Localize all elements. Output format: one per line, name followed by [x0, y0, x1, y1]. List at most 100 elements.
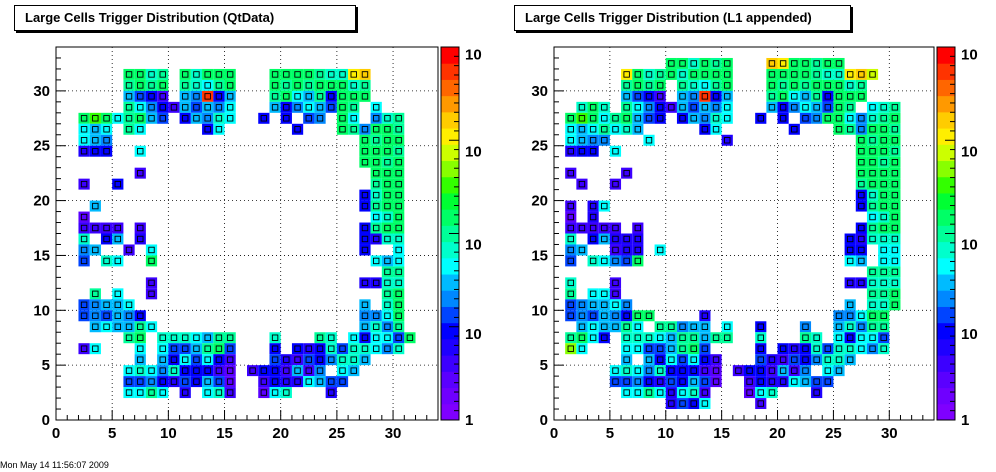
heatmap-cell-box [656, 356, 664, 363]
heatmap-cell [291, 68, 304, 80]
heatmap-cell [878, 112, 890, 124]
palette-segment [937, 63, 955, 80]
heatmap-cell-box [567, 148, 574, 155]
heatmap-cell-box [384, 334, 391, 341]
heatmap-cell-box [137, 224, 144, 232]
heatmap-cell-box [215, 82, 223, 89]
heatmap-cell [381, 112, 394, 124]
heatmap-cell [565, 112, 577, 124]
heatmap-cell [314, 79, 326, 91]
heatmap-cell-box [779, 356, 787, 363]
heatmap-cell-box [679, 104, 686, 111]
heatmap-cell [866, 112, 879, 124]
heatmap-cell [833, 365, 845, 377]
heatmap-cell [89, 310, 101, 322]
heatmap-cell [643, 68, 655, 80]
heatmap-cell [598, 123, 610, 135]
heatmap-cell-box [578, 312, 586, 319]
heatmap-cell-box [712, 82, 720, 89]
heatmap-cell [134, 233, 146, 245]
heatmap-cell-box [283, 71, 290, 78]
heatmap-cell [609, 299, 622, 311]
heatmap-cell-box [589, 213, 597, 221]
heatmap-cell-box [395, 158, 402, 166]
heatmap-cell-box [373, 126, 380, 133]
heatmap-cell-box [125, 246, 133, 254]
heatmap-cell [303, 354, 315, 366]
heatmap-cell-box [260, 389, 268, 396]
heatmap-cell [134, 68, 146, 80]
heatmap-cell [643, 90, 655, 102]
palette-segment [937, 257, 955, 275]
heatmap-cell-box [148, 279, 155, 287]
heatmap-cell [833, 310, 845, 322]
heatmap-cell-box [869, 202, 876, 210]
heatmap-cell-box [361, 301, 369, 309]
heatmap-cell [565, 123, 577, 135]
heatmap-cell-box [869, 158, 876, 166]
heatmap-cell-box [791, 345, 798, 352]
heatmap-cell [123, 310, 135, 322]
heatmap-cell [168, 365, 180, 377]
heatmap-cell-box [125, 312, 133, 319]
heatmap-cell-box [125, 71, 133, 78]
heatmap-cell-box [316, 71, 324, 78]
heatmap-cell-box [373, 235, 380, 243]
heatmap-cell-box [271, 334, 279, 341]
heatmap-cell-box [668, 378, 675, 385]
heatmap-cell [788, 365, 800, 377]
heatmap-cell [280, 354, 292, 366]
heatmap-cell [855, 178, 867, 190]
heatmap-cell [348, 90, 360, 102]
heatmap-cell-box [260, 378, 268, 385]
palette-segment [937, 338, 955, 356]
heatmap-cell-box [802, 93, 809, 100]
heatmap-cell [788, 79, 800, 91]
heatmap-cell-box [204, 82, 211, 89]
heatmap-cell [348, 343, 360, 355]
heatmap-cell [291, 123, 304, 135]
heatmap-cell-box [589, 202, 597, 210]
heatmap-cell-box [701, 356, 709, 363]
heatmap-cell-box [578, 104, 586, 111]
heatmap-cell [654, 354, 666, 366]
heatmap-cell-box [757, 345, 764, 352]
heatmap-cell-box [623, 345, 630, 352]
heatmap-cell [78, 134, 90, 146]
heatmap-cell [811, 68, 823, 80]
heatmap-cell-box [880, 235, 887, 243]
heatmap-cell-box [712, 104, 720, 111]
heatmap-cell-box [384, 213, 391, 221]
heatmap-cell [303, 101, 315, 113]
heatmap-cell-box [395, 301, 402, 309]
heatmap-cell [325, 68, 337, 80]
heatmap-cell [325, 101, 337, 113]
heatmap-cell-box [791, 367, 798, 374]
heatmap-cell [370, 343, 382, 355]
heatmap-cell-box [114, 312, 121, 319]
heatmap-cell-box [350, 345, 357, 352]
heatmap-cell-box [204, 367, 211, 374]
heatmap-cell-box [125, 93, 133, 100]
heatmap-cell [878, 277, 890, 289]
heatmap-cell-box [137, 323, 144, 330]
heatmap-cell-box [159, 389, 166, 396]
heatmap-cell-box [858, 235, 865, 243]
heatmap-cell-box [835, 356, 843, 363]
heatmap-cell [157, 376, 169, 388]
heatmap-cell [788, 376, 800, 388]
heatmap-cell-box [125, 115, 133, 122]
heatmap-cell-box [92, 345, 99, 352]
heatmap-cell-box [757, 334, 764, 341]
heatmap-cell-box [137, 312, 144, 319]
heatmap-cell [598, 112, 610, 124]
heatmap-cell-box [148, 93, 155, 100]
heatmap-cell-box [339, 71, 346, 78]
heatmap-cell [78, 299, 90, 311]
heatmap-cell [325, 343, 337, 355]
heatmap-cell [370, 167, 382, 179]
heatmap-cell-box [589, 224, 597, 232]
heatmap-cell [855, 222, 867, 234]
heatmap-cell-box [623, 257, 630, 265]
heatmap-cell-box [567, 246, 574, 254]
